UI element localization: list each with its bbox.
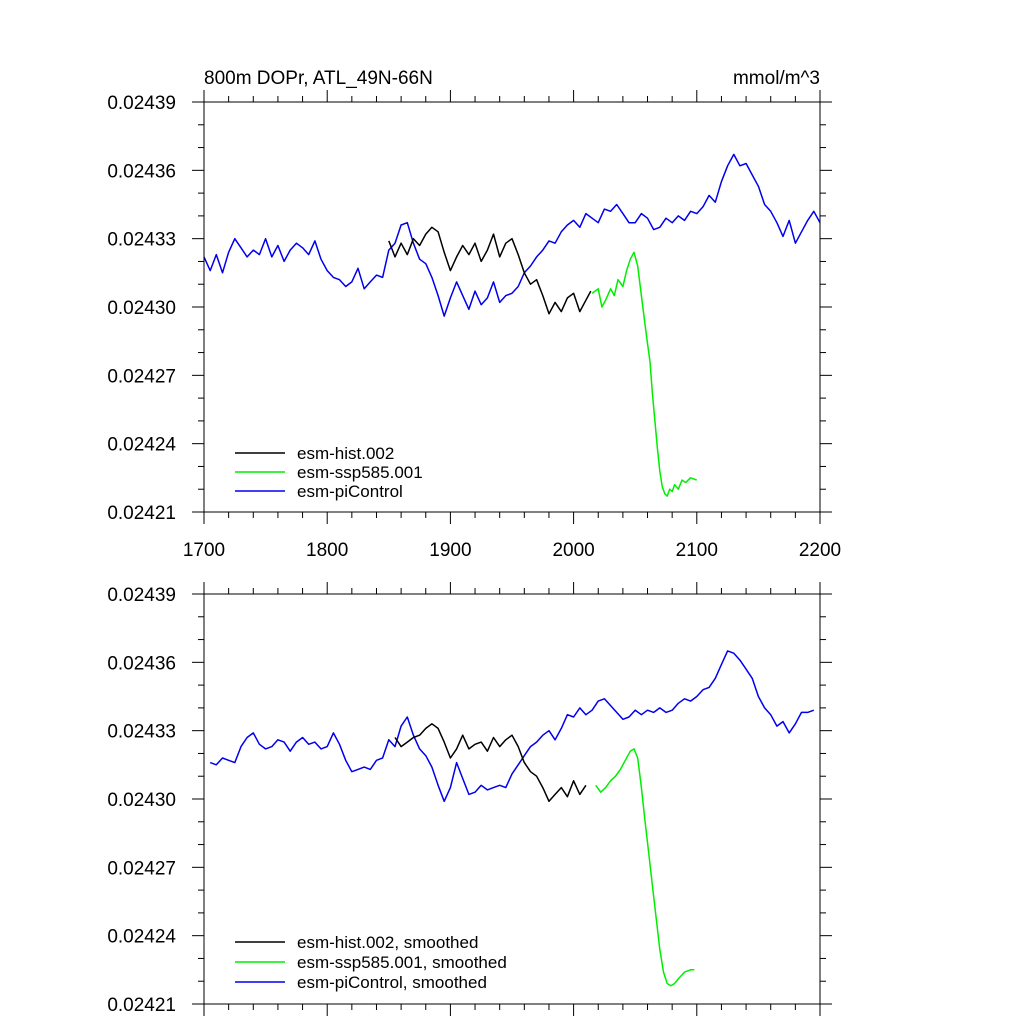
y-tick-label: 0.02433 xyxy=(107,230,176,251)
axis-ticks xyxy=(192,582,832,1016)
y-tick-label: 0.02424 xyxy=(107,435,176,456)
y-tick-label: 0.02427 xyxy=(107,366,176,387)
series-lines xyxy=(209,650,815,987)
legend-label-ssp585-smoothed: esm-ssp585.001, smoothed xyxy=(297,953,507,972)
legend-label-picontrol-smoothed: esm-piControl, smoothed xyxy=(297,973,487,992)
x-tick-labels: 1700 1800 1900 2000 2100 2200 xyxy=(183,540,841,561)
y-tick-label: 0.02430 xyxy=(107,790,176,811)
y-tick-label: 0.02421 xyxy=(107,995,176,1016)
plot-frame xyxy=(203,101,821,513)
y-tick-label: 0.02427 xyxy=(107,858,176,879)
legend-label-hist: esm-hist.002 xyxy=(297,444,394,463)
series-line-esm-picontrol xyxy=(203,153,821,317)
legend-label-ssp585: esm-ssp585.001 xyxy=(297,463,423,482)
y-tick-labels: 0.02421 0.02424 0.02427 0.02430 0.02433 0.024… xyxy=(107,93,176,524)
y-tick-label: 0.02430 xyxy=(107,298,176,319)
plot-frame xyxy=(203,593,821,1005)
y-tick-label: 0.02439 xyxy=(107,585,176,606)
legend-label-picontrol: esm-piControl xyxy=(297,482,403,501)
y-tick-labels: 0.02421 0.02424 0.02427 0.02430 0.02433 0.024… xyxy=(107,585,176,1016)
x-tick-label: 1900 xyxy=(429,540,471,561)
series-line-esm-hist-002 xyxy=(388,226,592,315)
legend: esm-hist.002, smoothed esm-ssp585.001, s… xyxy=(235,933,507,992)
y-tick-label: 0.02436 xyxy=(107,653,176,674)
x-tick-label: 2200 xyxy=(799,540,841,561)
series-line-esm-ssp585-001 xyxy=(591,251,698,497)
x-tick-label: 1700 xyxy=(183,540,225,561)
top-panel: 800m DOPr, ATL_49N-66N mmol/m^3 0.024210… xyxy=(107,68,841,561)
y-tick-label: 0.02436 xyxy=(107,161,176,182)
x-tick-label: 1800 xyxy=(306,540,348,561)
y-tick-label: 0.02433 xyxy=(107,722,176,743)
x-tick-label: 2100 xyxy=(676,540,718,561)
y-tick-label: 0.02439 xyxy=(107,93,176,114)
x-tick-label: 2000 xyxy=(552,540,594,561)
axis-ticks xyxy=(192,90,832,524)
legend-label-hist-smoothed: esm-hist.002, smoothed xyxy=(297,933,478,952)
legend: esm-hist.002 esm-ssp585.001 esm-piContro… xyxy=(235,444,423,501)
chart-title: 800m DOPr, ATL_49N-66N xyxy=(204,68,433,89)
series-line-esm-ssp585-001 xyxy=(595,748,695,987)
units-label: mmol/m^3 xyxy=(733,68,820,89)
bottom-panel: 0.02421 0.02424 0.02427 0.02430 0.02433 0.024… xyxy=(107,582,832,1016)
series-line-esm-picontrol xyxy=(209,650,815,803)
series-line-esm-hist-002 xyxy=(394,723,587,803)
y-tick-label: 0.02421 xyxy=(107,503,176,524)
y-tick-label: 0.02424 xyxy=(107,927,176,948)
series-lines xyxy=(203,153,821,497)
